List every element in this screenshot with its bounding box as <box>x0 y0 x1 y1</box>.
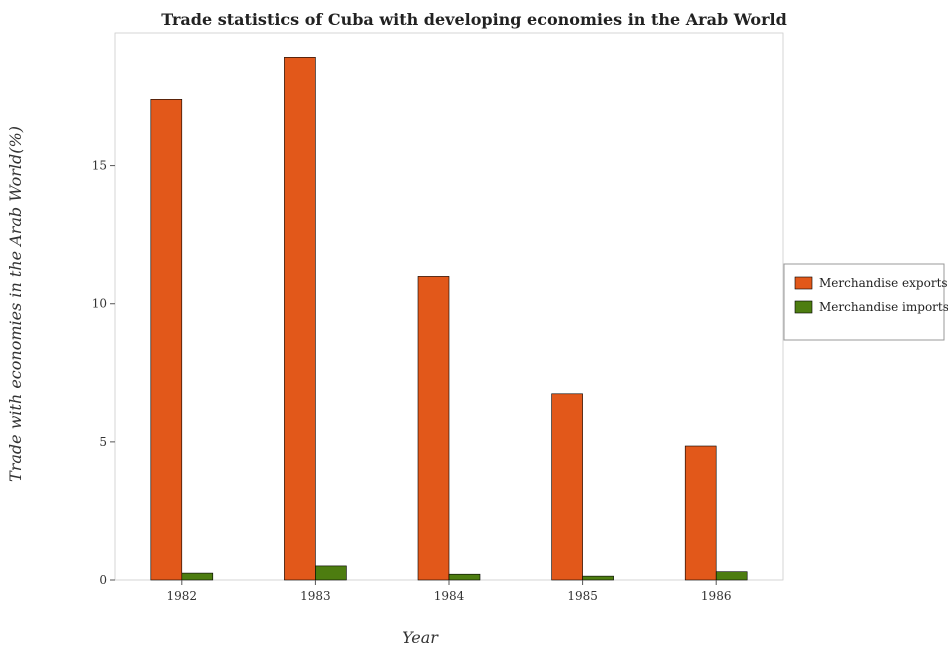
x-axis-label: Year <box>402 628 439 647</box>
y-axis-label: Trade with economies in the Arab World(%… <box>6 126 25 482</box>
chart-title: Trade statistics of Cuba with developing… <box>161 10 787 29</box>
bar-exports-1982 <box>150 99 183 581</box>
bar-imports-1985 <box>582 575 614 581</box>
legend: Merchandise exports Merchandise imports <box>783 263 948 341</box>
y-tick-label: 0 <box>99 573 107 587</box>
bar-exports-1985 <box>551 393 583 581</box>
bar-imports-1982 <box>181 572 214 581</box>
bar-imports-1984 <box>448 573 481 581</box>
legend-swatch-imports <box>794 300 813 314</box>
bar-exports-1983 <box>284 57 316 581</box>
bar-imports-1983 <box>315 565 347 581</box>
legend-label-exports: Merchandise exports <box>819 276 948 290</box>
x-tick-label: 1984 <box>434 589 465 603</box>
bar-imports-1986 <box>715 571 748 581</box>
plot-area: 0 5 10 15 1982 1983 1984 1985 1986 <box>92 32 784 603</box>
bar-exports-1986 <box>684 445 717 581</box>
x-tick-label: 1985 <box>567 589 598 603</box>
legend-label-imports: Merchandise imports <box>819 300 948 314</box>
legend-swatch-exports <box>794 276 813 290</box>
x-tick-label: 1986 <box>701 589 732 603</box>
y-tick-label: 15 <box>92 159 107 173</box>
y-tick-label: 10 <box>92 297 107 311</box>
bar-exports-1984 <box>417 276 450 581</box>
x-tick-label: 1982 <box>167 589 198 603</box>
y-tick-label: 5 <box>99 435 107 449</box>
x-tick-label: 1983 <box>300 589 331 603</box>
